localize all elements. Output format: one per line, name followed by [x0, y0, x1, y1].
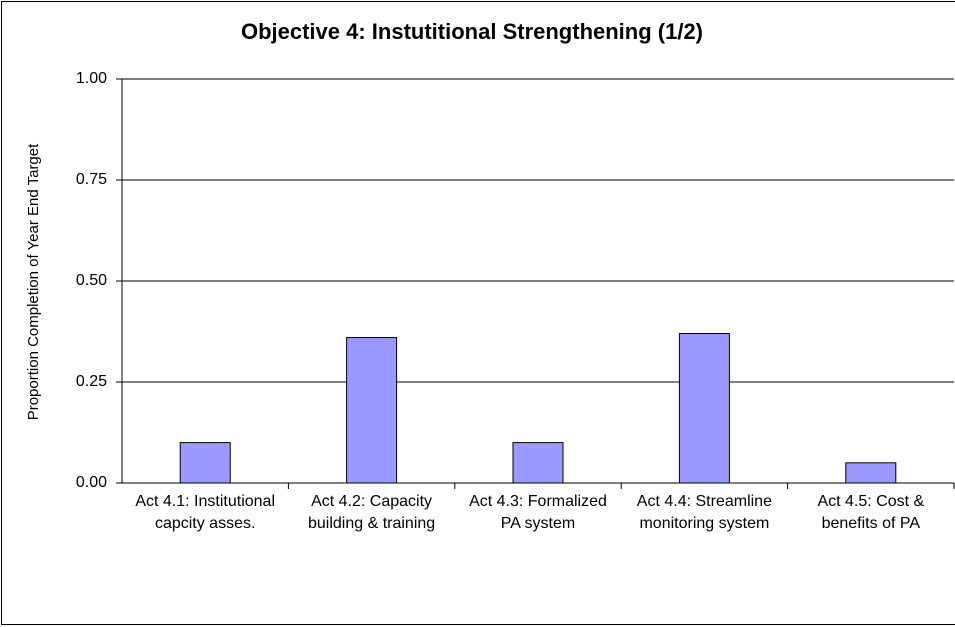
- y-tick-label: 0.75: [76, 171, 107, 188]
- x-tick-label: Act 4.1: Institutional capcity asses.: [135, 493, 275, 532]
- bar: [845, 462, 897, 484]
- y-tick-label: 0.00: [76, 474, 107, 491]
- x-tick-label: Act 4.2: Capacity building & training: [307, 493, 436, 532]
- bar: [512, 442, 564, 484]
- y-tick-label: 0.50: [76, 272, 107, 289]
- y-axis-label: Proportion Completion of Year End Target: [25, 143, 42, 420]
- x-tick-label: Act 4.4: Streamline monitoring system: [636, 493, 772, 532]
- x-tick-label: Act 4.5: Cost & benefits of PA: [817, 493, 925, 532]
- chart-title: Objective 4: Instutitional Strengthening…: [241, 19, 703, 44]
- bar: [678, 333, 730, 484]
- y-tick-label: 0.25: [76, 373, 107, 390]
- bar: [179, 442, 231, 484]
- bar: [346, 337, 398, 484]
- y-tick-label: 1.00: [76, 70, 107, 87]
- x-tick-label: Act 4.3: Formalized PA system: [469, 493, 607, 532]
